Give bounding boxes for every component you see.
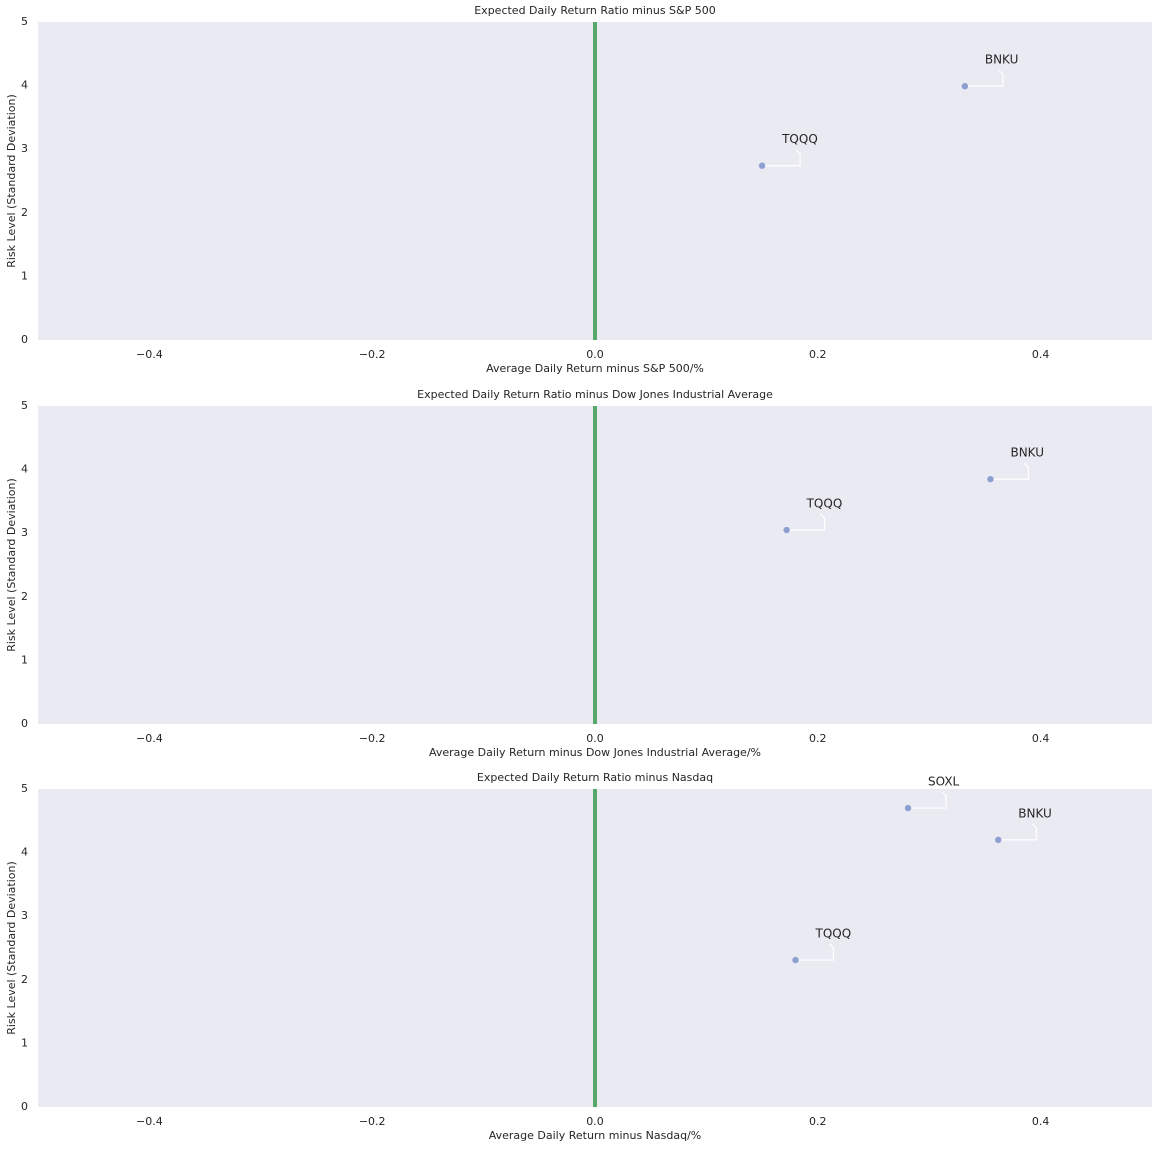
annotation-arrow [908, 791, 947, 809]
x-tick-label: 0.2 [809, 348, 827, 361]
y-tick-label: 1 [21, 653, 28, 666]
x-tick-label: 0.0 [586, 732, 604, 745]
y-axis-label: Risk Level (Standard Deviation) [5, 478, 18, 652]
x-tick-label: 0.4 [1032, 1115, 1050, 1128]
y-tick-label: 5 [21, 15, 28, 28]
chart-title: Expected Daily Return Ratio minus Dow Jo… [417, 388, 773, 401]
y-axis-label: Risk Level (Standard Deviation) [5, 861, 18, 1035]
x-tick-label: −0.2 [359, 732, 386, 745]
x-tick-label: −0.4 [136, 348, 163, 361]
point-label: TQQQ [815, 927, 852, 941]
y-tick-label: 2 [21, 590, 28, 603]
y-tick-label: 0 [21, 333, 28, 346]
y-tick-label: 3 [21, 142, 28, 155]
annotation-arrow [786, 513, 826, 531]
x-axis-label: Average Daily Return minus Dow Jones Ind… [429, 746, 761, 759]
annotation-arrow [795, 943, 835, 961]
annotation-arrow [762, 149, 801, 167]
x-tick-label: −0.4 [136, 1115, 163, 1128]
y-tick-label: 1 [21, 1036, 28, 1049]
y-tick-label: 5 [21, 782, 28, 795]
chart-title: Expected Daily Return Ratio minus S&P 50… [474, 4, 716, 17]
x-axis-label: Average Daily Return minus S&P 500/% [486, 362, 704, 375]
x-tick-label: −0.2 [359, 1115, 386, 1128]
x-tick-label: −0.2 [359, 348, 386, 361]
y-tick-label: 0 [21, 1100, 28, 1113]
point-label: BNKU [985, 53, 1019, 67]
point [904, 804, 912, 812]
point [758, 162, 766, 169]
point [995, 836, 1002, 844]
annotation-arrow [964, 69, 1004, 87]
chart-title: Expected Daily Return Ratio minus Nasdaq [477, 771, 713, 784]
x-tick-label: 0.0 [586, 348, 604, 361]
point [987, 475, 994, 483]
point-label: BNKU [1018, 806, 1052, 820]
point [792, 956, 799, 964]
x-tick-label: 0.4 [1032, 348, 1050, 361]
point-label: BNKU [1010, 446, 1044, 460]
x-tick-label: 0.4 [1032, 732, 1050, 745]
x-tick-label: 0.0 [586, 1115, 604, 1128]
annotation-arrow [998, 823, 1037, 841]
x-axis-label: Average Daily Return minus Nasdaq/% [489, 1129, 702, 1142]
y-tick-label: 2 [21, 206, 28, 219]
point [783, 526, 790, 534]
y-tick-label: 4 [21, 79, 28, 92]
y-tick-label: 2 [21, 973, 28, 986]
y-tick-label: 4 [21, 846, 28, 859]
y-tick-label: 1 [21, 269, 28, 282]
y-tick-label: 0 [21, 717, 28, 730]
point-label: TQQQ [806, 497, 843, 511]
y-tick-label: 3 [21, 909, 28, 922]
y-axis-label: Risk Level (Standard Deviation) [5, 94, 18, 268]
x-tick-label: −0.4 [136, 732, 163, 745]
x-tick-label: 0.2 [809, 732, 827, 745]
annotation-arrow [990, 462, 1030, 480]
y-tick-label: 5 [21, 399, 28, 412]
x-tick-label: 0.2 [809, 1115, 827, 1128]
y-tick-label: 4 [21, 463, 28, 476]
y-tick-label: 3 [21, 526, 28, 539]
point-label: TQQQ [781, 132, 818, 146]
point-label: SOXL [928, 775, 960, 789]
point [961, 83, 969, 90]
